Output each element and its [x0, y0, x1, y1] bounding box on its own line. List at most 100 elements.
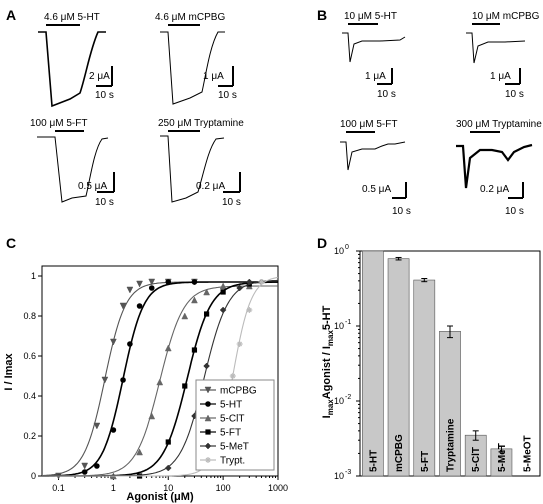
data-point: [258, 279, 265, 285]
trace-a-2: 4.6 μM mCPBG 1 μA 10 s: [155, 12, 237, 105]
panel-label-d: D: [317, 235, 327, 251]
data-point: [136, 280, 143, 288]
y-tick-label: 0.8: [23, 311, 36, 321]
data-point: [204, 311, 210, 317]
data-point: [165, 439, 171, 445]
trace-a-2-stim: 4.6 μM mCPBG: [155, 12, 225, 23]
trace-b-4-stim: 300 μM Tryptamine: [456, 119, 542, 130]
data-point: [148, 285, 155, 291]
data-point: [236, 341, 243, 347]
data-point: [246, 307, 253, 313]
data-point: [203, 362, 210, 370]
data-point: [109, 338, 117, 346]
trace-a-4-scale-x: 10 s: [222, 197, 241, 208]
trace-b-1-scale-y: 1 μA: [365, 71, 386, 82]
panel-label-a: A: [6, 7, 16, 23]
data-point: [205, 457, 211, 463]
data-point: [229, 373, 236, 379]
data-point: [81, 469, 88, 475]
bar-label: Tryptamine: [446, 418, 457, 472]
data-point: [205, 429, 211, 435]
legend-label: Trypt.: [220, 456, 245, 467]
trace-b-3: 100 μM 5-FT 0.5 μA 10 s: [340, 119, 411, 217]
data-point: [203, 288, 211, 296]
y-tick-exponent: -1: [345, 319, 351, 326]
y-tick-exponent: -3: [345, 469, 351, 476]
trace-a-1: 4.6 μM 5-HT 2 μA 10 s: [38, 12, 114, 108]
data-point: [204, 386, 212, 394]
y-tick-exponent: -2: [345, 394, 351, 401]
trace-b-3-stim: 100 μM 5-FT: [340, 119, 397, 130]
data-point: [101, 376, 109, 384]
data-point: [156, 378, 164, 386]
data-point: [119, 302, 127, 310]
trace-b-4-scale-x: 10 s: [505, 206, 524, 217]
data-point: [181, 312, 189, 320]
data-point: [164, 344, 172, 352]
data-point: [245, 278, 253, 286]
y-tick-label: 10: [334, 321, 344, 331]
trace-b-4-scale-y: 0.2 μA: [480, 184, 509, 195]
data-point: [136, 448, 143, 456]
trace-a-1-scale-y: 2 μA: [89, 71, 110, 82]
trace-b-1-stim: 10 μM 5-HT: [344, 11, 397, 22]
bar-5-HT: [362, 250, 384, 477]
x-tick-label: 10: [163, 483, 173, 493]
data-point: [165, 279, 172, 285]
x-tick-label: 100: [216, 483, 231, 493]
legend-label: 5-MeT: [220, 442, 249, 453]
bar-label: 5-MeOT: [523, 435, 534, 472]
trace-a-1-scale-x: 10 s: [95, 90, 114, 101]
trace-a-1-stim: 4.6 μM 5-HT: [44, 12, 100, 23]
legend-label: 5-ClT: [220, 414, 244, 425]
panel-label-b: B: [317, 7, 327, 23]
data-point: [110, 427, 117, 433]
trace-b-2: 10 μM mCPBG 1 μA 10 s: [466, 11, 540, 100]
trace-a-2-scale-x: 10 s: [218, 90, 237, 101]
chart-c-xlabel: Agonist (μM): [126, 491, 194, 503]
trace-a-3-scale-x: 10 s: [95, 197, 114, 208]
data-point: [93, 422, 101, 430]
trace-b-3-scale-x: 10 s: [392, 206, 411, 217]
chart-c-ylabel: I / Imax: [3, 352, 15, 390]
data-point: [81, 462, 89, 470]
data-point: [148, 278, 156, 286]
trace-b-2-stim: 10 μM mCPBG: [472, 11, 540, 22]
y-tick-label: 10: [334, 246, 344, 256]
y-tick-label: 1: [31, 271, 36, 281]
trace-a-3-scale-y: 0.5 μA: [78, 181, 107, 192]
data-point: [191, 296, 198, 304]
trace-b-2-scale-y: 1 μA: [490, 71, 511, 82]
legend-box: [195, 379, 275, 471]
y-tick-label: 10: [334, 471, 344, 481]
y-tick-exponent: 0: [345, 244, 349, 251]
data-point: [127, 341, 133, 347]
data-point: [236, 284, 244, 292]
bar-label: 5-MeT: [497, 443, 508, 472]
data-point: [94, 463, 100, 469]
data-point: [191, 347, 198, 353]
data-point: [191, 279, 198, 285]
x-tick-label: 0.1: [52, 483, 65, 493]
bar-label: 5-HT: [368, 450, 379, 472]
data-point: [204, 414, 212, 422]
y-tick-label: 0.2: [23, 431, 36, 441]
x-tick-label: 1: [111, 483, 116, 493]
trace-b-1-scale-x: 10 s: [377, 89, 396, 100]
data-point: [220, 289, 226, 295]
legend-label: 5-FT: [220, 428, 241, 439]
trace-a-4-stim: 250 μM Tryptamine: [158, 118, 244, 129]
bar-label: 5-FT: [420, 451, 431, 472]
bar-5-FT: [413, 279, 436, 477]
data-point: [136, 303, 143, 309]
data-point: [204, 442, 212, 450]
trace-a-3: 100 μM 5-FT 0.5 μA 10 s: [30, 118, 115, 208]
y-tick-label: 0.4: [23, 391, 36, 401]
x-tick-label: 1000: [268, 483, 288, 493]
data-point: [148, 412, 156, 420]
data-point: [205, 401, 211, 407]
trace-b-1: 10 μM 5-HT 1 μA 10 s: [342, 11, 406, 100]
data-point: [164, 464, 172, 472]
data-point: [219, 306, 227, 314]
data-point: [182, 383, 188, 389]
